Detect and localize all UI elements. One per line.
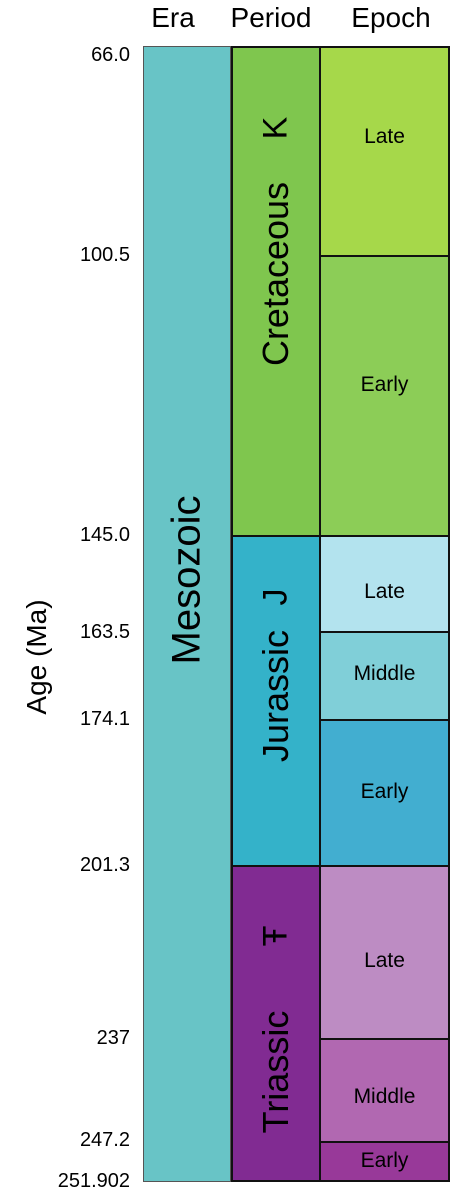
age-axis-label: Age (Ma) — [21, 599, 52, 715]
period-cretaceous-box — [231, 46, 321, 537]
epoch-label: Late — [364, 580, 405, 604]
age-tick-label: 100.5 — [79, 244, 130, 266]
era-mesozoic-label: Mesozoic — [164, 495, 209, 665]
epoch-late-triassic: Late — [319, 865, 450, 1040]
age-tick-label: 201.3 — [79, 854, 130, 876]
epoch-middle-jurassic: Middle — [319, 631, 450, 721]
age-tick-label: 163.5 — [79, 621, 130, 643]
epoch-late-jurassic: Late — [319, 535, 450, 633]
period-jurassic-symbol: J — [256, 588, 295, 606]
era-mesozoic-box — [143, 46, 231, 1182]
age-tick-label: 251.902 — [57, 1170, 130, 1192]
epoch-late-cretaceous: Late — [319, 46, 450, 257]
period-cretaceous-label: Cretaceous — [255, 181, 296, 367]
epoch-label: Early — [360, 779, 409, 803]
epoch-middle-triassic: Middle — [319, 1038, 450, 1143]
age-tick-label: 174.1 — [79, 708, 130, 730]
epoch-early-cretaceous: Early — [319, 255, 450, 537]
epoch-label: Early — [360, 372, 409, 396]
epoch-label: Late — [364, 949, 405, 973]
age-tick-label: 145.0 — [79, 524, 130, 546]
epoch-header: Epoch — [351, 2, 431, 33]
period-triassic-label: Triassic — [255, 1010, 296, 1134]
epoch-label: Late — [364, 125, 405, 148]
epoch-label: Middle — [353, 662, 416, 686]
epoch-label: Middle — [353, 1084, 416, 1108]
epoch-label: Early — [360, 1148, 409, 1172]
age-tick-label: 66.0 — [91, 44, 130, 66]
period-jurassic-label: Jurassic — [255, 629, 296, 763]
period-cretaceous-symbol: K — [256, 116, 295, 140]
epoch-early-jurassic: Early — [319, 719, 450, 867]
era-header: Era — [151, 2, 195, 33]
period-header: Period — [230, 2, 312, 33]
epoch-early-triassic: Early — [319, 1141, 450, 1182]
age-tick-label: 237 — [96, 1027, 130, 1049]
period-triassic-symbol: Ŧ — [256, 925, 295, 947]
age-tick-label: 247.2 — [79, 1129, 130, 1151]
